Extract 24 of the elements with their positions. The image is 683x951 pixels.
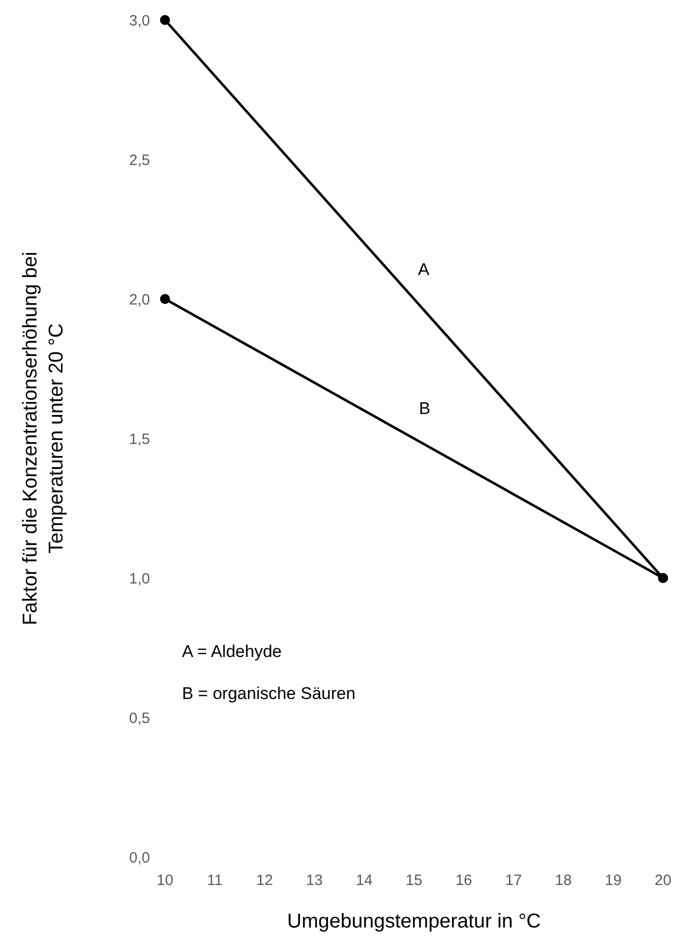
x-tick-label: 17 bbox=[505, 872, 522, 889]
x-tick-label: 18 bbox=[555, 872, 572, 889]
x-tick-label: 13 bbox=[306, 872, 323, 889]
x-axis-title: Umgebungstemperatur in °C bbox=[287, 910, 541, 932]
x-tick-label: 10 bbox=[156, 872, 174, 889]
x-tick-label: 11 bbox=[207, 872, 223, 889]
y-axis-title: Faktor für die Konzentrationserhöhung bei Temperaturen unter 20 °C bbox=[20, 252, 68, 626]
x-tick-label: 20 bbox=[654, 872, 672, 889]
series-label: B bbox=[419, 399, 430, 418]
y-tick-label: 2,0 bbox=[129, 291, 150, 308]
x-tick-label: 14 bbox=[356, 872, 373, 889]
annotation: B = organische Säuren bbox=[182, 684, 356, 703]
y-tick-label: 0,0 bbox=[129, 849, 150, 866]
x-tick-label: 12 bbox=[256, 872, 273, 889]
series-label: A bbox=[418, 260, 430, 279]
annotation: A = Aldehyde bbox=[182, 642, 282, 661]
y-tick-label: 3,0 bbox=[129, 12, 150, 30]
x-tick-label: 19 bbox=[604, 872, 622, 889]
x-tick-label: 16 bbox=[455, 872, 472, 889]
y-tick-label: 1,5 bbox=[129, 430, 150, 448]
y-tick-label: 1,0 bbox=[129, 570, 150, 588]
x-tick-label: 15 bbox=[406, 872, 422, 889]
y-tick-label: 2,5 bbox=[129, 152, 150, 169]
y-tick-label: 0,5 bbox=[129, 710, 150, 727]
